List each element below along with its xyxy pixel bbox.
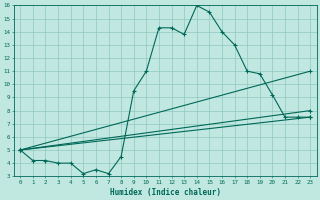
X-axis label: Humidex (Indice chaleur): Humidex (Indice chaleur) [110,188,221,197]
